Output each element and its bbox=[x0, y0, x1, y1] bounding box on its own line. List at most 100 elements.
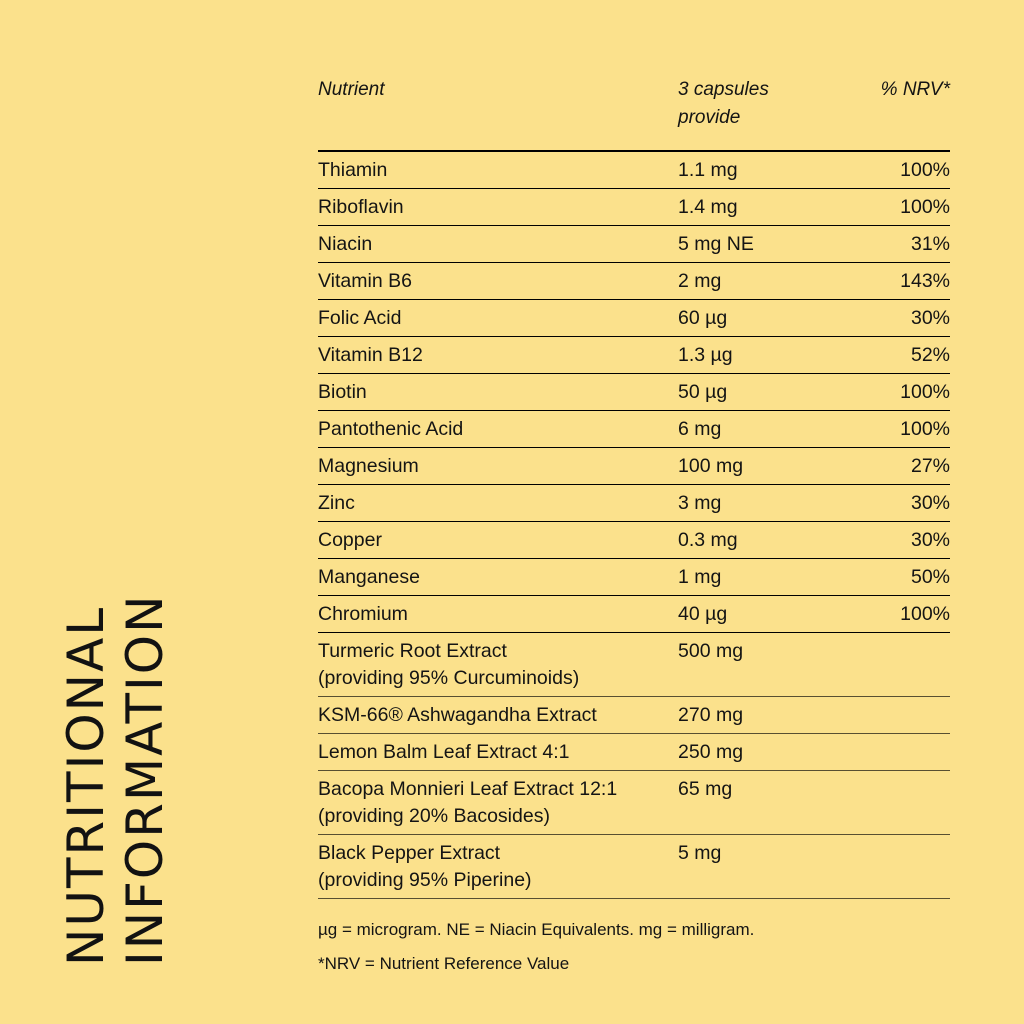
cell-nutrient: Copper bbox=[318, 528, 678, 552]
nutrient-name: Copper bbox=[318, 529, 382, 551]
nutrient-name: KSM-66® Ashwagandha Extract bbox=[318, 704, 597, 726]
table-row: Biotin 50 µg 100% bbox=[318, 374, 950, 411]
table-row: KSM-66® Ashwagandha Extract 270 mg bbox=[318, 697, 950, 734]
cell-nrv: 50% bbox=[910, 566, 950, 588]
nutrient-name: Vitamin B12 bbox=[318, 344, 423, 366]
footnotes: µg = microgram. NE = Niacin Equivalents.… bbox=[318, 919, 950, 975]
cell-nrv: 143% bbox=[900, 270, 950, 292]
cell-amount: 5 mg NE bbox=[678, 233, 754, 255]
cell-nutrient: Pantothenic Acid bbox=[318, 417, 678, 441]
cell-nutrient: Manganese bbox=[318, 565, 678, 589]
cell-amount: 1.3 µg bbox=[678, 344, 733, 366]
cell-amount: 500 mg bbox=[678, 640, 744, 662]
nutrient-name: Niacin bbox=[318, 233, 373, 255]
table-row: Vitamin B12 1.3 µg 52% bbox=[318, 337, 950, 374]
header-nrv: % NRV* bbox=[880, 79, 950, 100]
title-line-2: INFORMATION bbox=[116, 593, 174, 966]
cell-amount: 65 mg bbox=[678, 778, 733, 800]
cell-amount: 270 mg bbox=[678, 704, 744, 726]
cell-nutrient: Lemon Balm Leaf Extract 4:1 bbox=[318, 740, 678, 764]
cell-amount: 40 µg bbox=[678, 603, 728, 625]
cell-nutrient: Vitamin B12 bbox=[318, 343, 678, 367]
nutrient-name: Biotin bbox=[318, 381, 367, 403]
cell-nrv: 27% bbox=[910, 455, 950, 477]
table-row: Zinc 3 mg 30% bbox=[318, 485, 950, 522]
cell-amount: 1.1 mg bbox=[678, 159, 738, 181]
cell-nutrient: Niacin bbox=[318, 232, 678, 256]
nutrient-name: Magnesium bbox=[318, 455, 419, 477]
table-row: Bacopa Monnieri Leaf Extract 12:1 (provi… bbox=[318, 771, 950, 835]
cell-amount: 50 µg bbox=[678, 381, 728, 403]
nutrient-name: Bacopa Monnieri Leaf Extract 12:1 bbox=[318, 778, 618, 800]
table-row: Thiamin 1.1 mg 100% bbox=[318, 152, 950, 189]
cell-nrv: 30% bbox=[910, 529, 950, 551]
nutritional-information-title: NUTRITIONAL INFORMATION bbox=[57, 593, 175, 966]
header-nutrient: Nutrient bbox=[318, 79, 385, 100]
table-row: Pantothenic Acid 6 mg 100% bbox=[318, 411, 950, 448]
cell-nutrient: Riboflavin bbox=[318, 195, 678, 219]
cell-nutrient: Zinc bbox=[318, 491, 678, 515]
header-amount: 3 capsules provide bbox=[678, 79, 769, 128]
table-row: Copper 0.3 mg 30% bbox=[318, 522, 950, 559]
nutrition-table: Nutrient 3 capsules provide % NRV* Thiam… bbox=[318, 76, 950, 975]
nutrient-subtext: (providing 95% Curcuminoids) bbox=[318, 667, 580, 689]
cell-nrv: 100% bbox=[900, 603, 950, 625]
footnote-units: µg = microgram. NE = Niacin Equivalents.… bbox=[318, 920, 755, 939]
cell-amount: 5 mg bbox=[678, 842, 722, 864]
cell-nutrient: Vitamin B6 bbox=[318, 269, 678, 293]
cell-nutrient: Folic Acid bbox=[318, 306, 678, 330]
footnote-nrv: *NRV = Nutrient Reference Value bbox=[318, 954, 570, 973]
nutrient-name: Black Pepper Extract bbox=[318, 842, 501, 864]
cell-nutrient: Turmeric Root Extract (providing 95% Cur… bbox=[318, 639, 678, 690]
cell-nutrient: Thiamin bbox=[318, 158, 678, 182]
table-row: Folic Acid 60 µg 30% bbox=[318, 300, 950, 337]
nutrient-name: Thiamin bbox=[318, 159, 388, 181]
nutrient-name: Turmeric Root Extract bbox=[318, 640, 507, 662]
nutrient-subtext: (providing 95% Piperine) bbox=[318, 869, 532, 891]
table-row: Manganese 1 mg 50% bbox=[318, 559, 950, 596]
cell-amount: 0.3 mg bbox=[678, 529, 738, 551]
nutrient-name: Zinc bbox=[318, 492, 355, 514]
table-row: Black Pepper Extract (providing 95% Pipe… bbox=[318, 835, 950, 899]
cell-amount: 3 mg bbox=[678, 492, 722, 514]
table-row: Niacin 5 mg NE 31% bbox=[318, 226, 950, 263]
title-line-1: NUTRITIONAL bbox=[57, 605, 115, 966]
table-row: Riboflavin 1.4 mg 100% bbox=[318, 189, 950, 226]
cell-amount: 100 mg bbox=[678, 455, 744, 477]
cell-amount: 60 µg bbox=[678, 307, 728, 329]
cell-nutrient: Magnesium bbox=[318, 454, 678, 478]
cell-nrv: 30% bbox=[910, 307, 950, 329]
nutrient-name: Pantothenic Acid bbox=[318, 418, 464, 440]
table-row: Vitamin B6 2 mg 143% bbox=[318, 263, 950, 300]
cell-amount: 1 mg bbox=[678, 566, 722, 588]
table-row: Magnesium 100 mg 27% bbox=[318, 448, 950, 485]
nutrient-name: Riboflavin bbox=[318, 196, 404, 218]
cell-nrv: 31% bbox=[910, 233, 950, 255]
cell-nrv: 100% bbox=[900, 196, 950, 218]
cell-nrv: 100% bbox=[900, 159, 950, 181]
nutrient-name: Vitamin B6 bbox=[318, 270, 412, 292]
nutrient-name: Manganese bbox=[318, 566, 420, 588]
cell-amount: 2 mg bbox=[678, 270, 722, 292]
cell-nrv: 52% bbox=[910, 344, 950, 366]
cell-nutrient: Biotin bbox=[318, 380, 678, 404]
table-header-row: Nutrient 3 capsules provide % NRV* bbox=[318, 76, 950, 152]
table-row: Turmeric Root Extract (providing 95% Cur… bbox=[318, 633, 950, 697]
cell-amount: 250 mg bbox=[678, 741, 744, 763]
cell-amount: 6 mg bbox=[678, 418, 722, 440]
nutrient-name: Lemon Balm Leaf Extract 4:1 bbox=[318, 741, 570, 763]
cell-nutrient: Bacopa Monnieri Leaf Extract 12:1 (provi… bbox=[318, 777, 678, 828]
table-body: Thiamin 1.1 mg 100% Riboflavin 1.4 mg 10… bbox=[318, 152, 950, 899]
cell-nrv: 100% bbox=[900, 381, 950, 403]
cell-nrv: 30% bbox=[910, 492, 950, 514]
nutrient-name: Chromium bbox=[318, 603, 408, 625]
cell-nutrient: Chromium bbox=[318, 602, 678, 626]
cell-amount: 1.4 mg bbox=[678, 196, 738, 218]
cell-nutrient: Black Pepper Extract (providing 95% Pipe… bbox=[318, 841, 678, 892]
cell-nrv: 100% bbox=[900, 418, 950, 440]
table-row: Lemon Balm Leaf Extract 4:1 250 mg bbox=[318, 734, 950, 771]
table-row: Chromium 40 µg 100% bbox=[318, 596, 950, 633]
nutrient-subtext: (providing 20% Bacosides) bbox=[318, 805, 550, 827]
cell-nutrient: KSM-66® Ashwagandha Extract bbox=[318, 703, 678, 727]
nutrient-name: Folic Acid bbox=[318, 307, 402, 329]
